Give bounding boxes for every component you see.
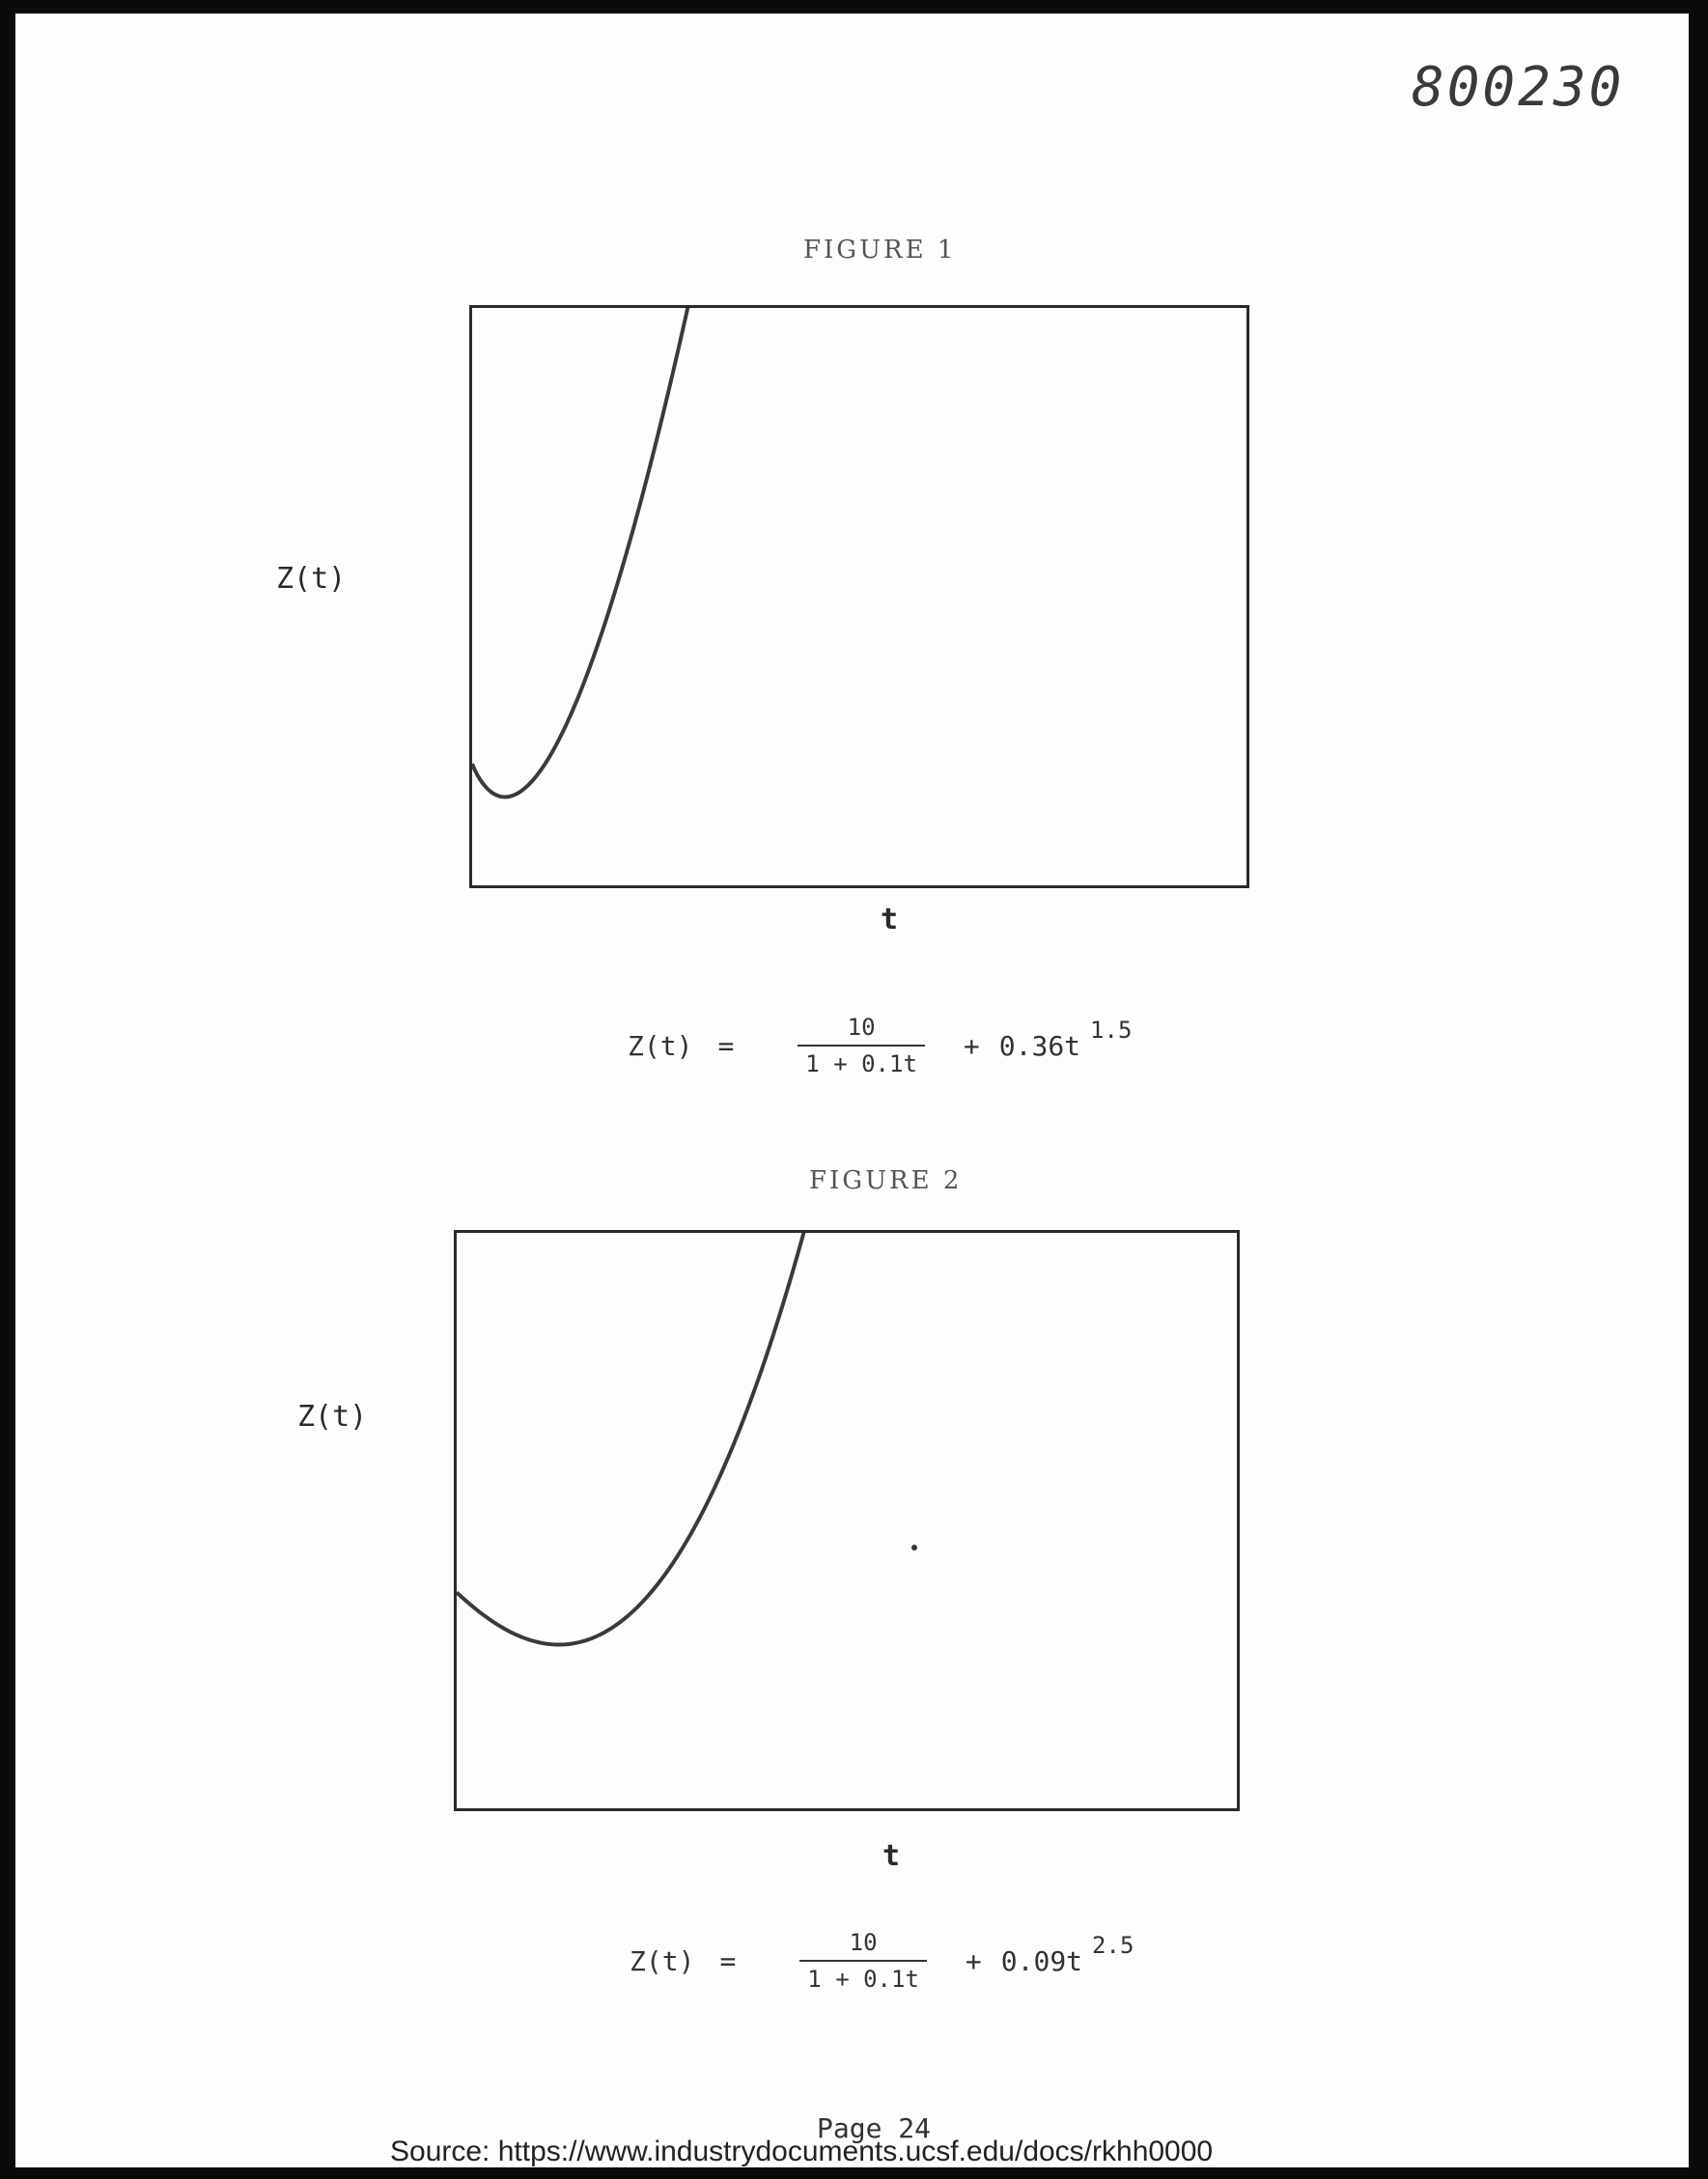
figure-1-x-axis-label: t <box>881 903 899 936</box>
formula-1-denominator: 1 + 0.1t <box>798 1045 925 1077</box>
formula-1-numerator: 10 <box>847 1014 876 1041</box>
figure-1-y-axis-label: Z(t) <box>276 562 347 596</box>
formula-2-denominator: 1 + 0.1t <box>799 1960 927 1993</box>
z-curve <box>457 1233 806 1647</box>
z-curve <box>472 308 690 799</box>
figure-2-svg <box>457 1233 806 1647</box>
figure-2-x-axis-label: t <box>882 1839 901 1873</box>
page-number: Page 24 <box>817 2112 932 2144</box>
formula-1-plus: + <box>963 1029 980 1062</box>
formula-2-fraction: 10 1 + 0.1t <box>799 1929 927 1993</box>
formula-2-equals: = <box>719 1944 737 1977</box>
stray-mark <box>911 1545 917 1550</box>
source-line: Source: https://www.industrydocuments.uc… <box>390 2136 1214 2167</box>
formula-2-lhs: Z(t) <box>630 1944 695 1977</box>
formula-1-lhs: Z(t) <box>628 1029 693 1062</box>
formula-2-term: 0.09t <box>1000 1944 1083 1977</box>
figure-2-formula: Z(t) = 10 1 + 0.1t + 0.09t 2.5 <box>630 1929 1134 1993</box>
document-number: 800230 <box>1412 56 1625 119</box>
figure-1-svg <box>472 308 690 799</box>
figure-2-title: FIGURE 2 <box>809 1166 963 1195</box>
formula-1-exponent: 1.5 <box>1090 1017 1133 1044</box>
formula-1-term: 0.36t <box>998 1029 1081 1062</box>
figure-1-title: FIGURE 1 <box>803 236 957 265</box>
formula-2-numerator: 10 <box>849 1929 878 1956</box>
figure-1-plot <box>469 305 1249 888</box>
figure-2-y-axis-label: Z(t) <box>297 1400 368 1434</box>
formula-1-equals: = <box>717 1029 735 1062</box>
formula-2-exponent: 2.5 <box>1092 1932 1134 1959</box>
figure-2-plot <box>454 1230 1240 1811</box>
figure-1-formula: Z(t) = 10 1 + 0.1t + 0.36t 1.5 <box>628 1014 1132 1077</box>
formula-1-fraction: 10 1 + 0.1t <box>798 1014 925 1077</box>
formula-2-plus: + <box>965 1944 982 1977</box>
